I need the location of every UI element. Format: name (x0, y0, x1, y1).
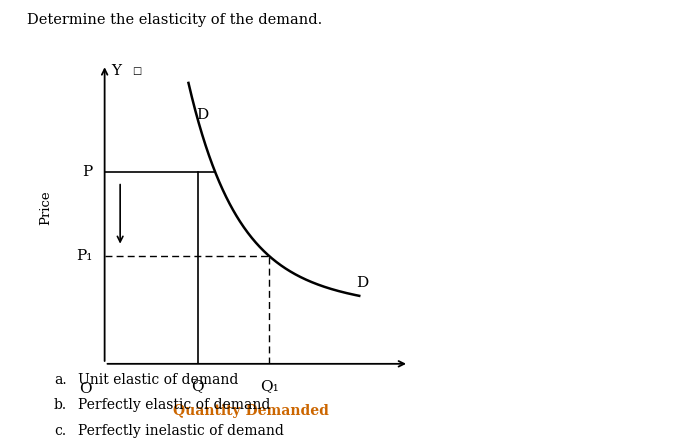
Text: P₁: P₁ (76, 249, 92, 263)
Text: Q₁: Q₁ (260, 379, 279, 393)
Text: P: P (82, 165, 92, 179)
Text: Y: Y (111, 64, 121, 78)
Text: Unit elastic of demand: Unit elastic of demand (78, 373, 238, 387)
Text: Perfectly elastic of demand: Perfectly elastic of demand (78, 398, 270, 412)
Text: Price: Price (39, 190, 53, 224)
Text: Quantity Demanded: Quantity Demanded (173, 404, 329, 418)
Text: a.: a. (54, 373, 67, 387)
Text: D: D (356, 276, 369, 290)
Text: D: D (196, 108, 209, 122)
Text: O: O (80, 382, 92, 396)
Text: c.: c. (54, 424, 66, 438)
Text: Determine the elasticity of the demand.: Determine the elasticity of the demand. (27, 13, 322, 27)
Text: Q: Q (192, 379, 204, 393)
Text: □: □ (132, 66, 142, 76)
Text: b.: b. (54, 398, 67, 412)
Text: Perfectly inelastic of demand: Perfectly inelastic of demand (78, 424, 284, 438)
